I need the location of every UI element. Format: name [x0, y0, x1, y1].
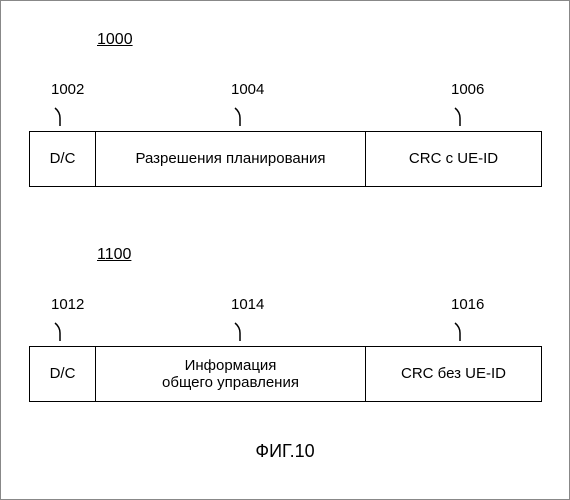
cell-scheduling-grants: Разрешения планирования [96, 132, 366, 187]
group-ref-1000: 1000 [97, 31, 133, 49]
cell-line2: общего управления [162, 374, 299, 391]
leader-tick-icon [233, 106, 247, 126]
leader-tick-icon [53, 106, 67, 126]
leader-tick-icon [453, 321, 467, 341]
ref-1016: 1016 [451, 296, 484, 313]
table-row: D/C Разрешения планирования CRC с UE-ID [30, 132, 542, 187]
frame-structure-1000: D/C Разрешения планирования CRC с UE-ID [29, 131, 542, 187]
ref-1012: 1012 [51, 296, 84, 313]
ref-1002: 1002 [51, 81, 84, 98]
table-row: D/C Информация общего управления CRC без… [30, 347, 542, 402]
cell-dc: D/C [30, 132, 96, 187]
group-ref-1100: 1100 [97, 246, 131, 264]
leader-tick-icon [233, 321, 247, 341]
ref-1004: 1004 [231, 81, 264, 98]
ref-1014: 1014 [231, 296, 264, 313]
frame-structure-1100: D/C Информация общего управления CRC без… [29, 346, 542, 402]
leader-tick-icon [53, 321, 67, 341]
figure-caption: ФИГ.10 [1, 441, 569, 462]
cell-common-control-info: Информация общего управления [96, 347, 366, 402]
cell-crc-without-ueid: CRC без UE-ID [366, 347, 542, 402]
cell-line1: Информация [185, 357, 277, 374]
cell-crc-with-ueid: CRC с UE-ID [366, 132, 542, 187]
cell-dc: D/C [30, 347, 96, 402]
ref-1006: 1006 [451, 81, 484, 98]
leader-tick-icon [453, 106, 467, 126]
